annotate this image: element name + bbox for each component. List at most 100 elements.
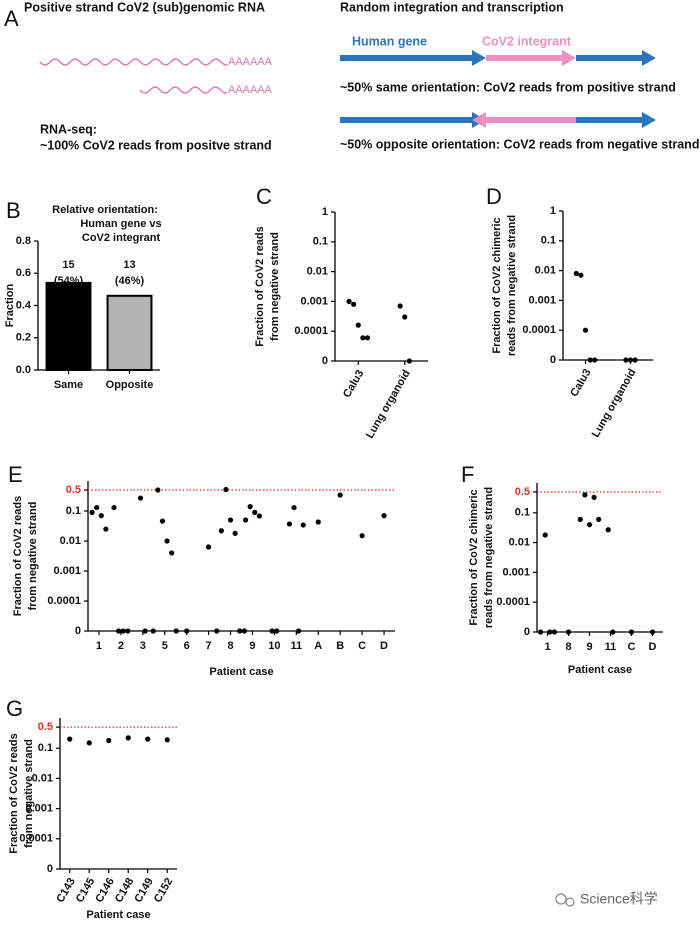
- data-point: [592, 357, 598, 363]
- data-point: [218, 528, 224, 534]
- data-point: [587, 357, 593, 363]
- data-point: [142, 628, 148, 634]
- data-point: [627, 357, 634, 363]
- data-point: [241, 628, 247, 634]
- y-tick-label: 0.1: [541, 235, 556, 247]
- opposite-orientation-arrows: [340, 112, 656, 128]
- data-point: [296, 628, 302, 634]
- data-point: [381, 513, 387, 519]
- y-tick-label: 0.6: [16, 267, 31, 279]
- x-tick-label: Same: [54, 379, 83, 391]
- data-point: [184, 628, 190, 634]
- data-point: [355, 322, 361, 328]
- x-tick-label: 2: [118, 640, 124, 652]
- x-tick-label: D: [380, 640, 388, 652]
- data-point: [169, 550, 175, 556]
- y-tick-label: 0: [524, 626, 530, 638]
- data-point: [206, 544, 212, 550]
- data-point: [237, 628, 243, 634]
- data-point: [346, 298, 352, 304]
- data-point: [565, 629, 572, 635]
- data-point: [150, 628, 156, 634]
- x-axis-label: Patient case: [209, 666, 273, 678]
- data-point: [89, 509, 95, 515]
- data-point: [98, 513, 104, 519]
- y-tick-label: 0.001: [528, 294, 556, 306]
- panel-letter: A: [4, 6, 19, 31]
- y-tick-label: 0: [47, 863, 53, 875]
- data-point: [286, 521, 293, 527]
- y-tick-label: 0.01: [60, 535, 81, 547]
- data-point: [155, 487, 161, 493]
- same-orientation-text: ~50% same orientation: CoV2 reads from p…: [340, 80, 676, 94]
- x-tick-label: D: [649, 641, 657, 653]
- data-point: [111, 504, 117, 511]
- data-point: [359, 533, 365, 539]
- data-point: [86, 740, 92, 746]
- data-point: [94, 504, 100, 511]
- data-point: [103, 526, 109, 532]
- y-axis-label: from negative strand: [27, 502, 39, 611]
- opposite-orientation-text: ~50% opposite orientation: CoV2 reads fr…: [340, 137, 699, 151]
- panel-letter: G: [6, 696, 23, 721]
- data-point: [538, 629, 544, 635]
- x-tick-label: 10: [268, 640, 280, 652]
- data-point: [351, 301, 357, 307]
- data-point: [628, 629, 635, 635]
- data-point: [173, 628, 179, 634]
- y-axis-label: from negative strand: [23, 739, 35, 848]
- data-point: [632, 357, 638, 363]
- y-tick-label: 0: [322, 355, 328, 367]
- data-point: [232, 530, 238, 536]
- y-axis-label: Fraction of CoV2 reads: [8, 733, 20, 853]
- panel-letter: F: [461, 462, 474, 487]
- y-tick-label: 0.2: [16, 332, 31, 344]
- y-tick-label: 0.001: [502, 566, 530, 578]
- panel-letter: B: [6, 198, 21, 223]
- data-point: [397, 303, 403, 309]
- y-axis-label: Fraction of CoV2 chimeric: [468, 489, 480, 625]
- data-point: [577, 516, 583, 523]
- polya-tail: AAAAAA: [228, 84, 273, 96]
- data-point: [596, 516, 602, 523]
- y-tick-label: 0: [75, 625, 81, 637]
- y-tick-label: 1: [322, 206, 328, 218]
- data-point: [360, 335, 366, 341]
- data-point: [402, 314, 408, 320]
- data-point: [214, 628, 220, 634]
- subtitle: Relative orientation:: [52, 204, 158, 216]
- panel-bar: B 0.0 0.2 0.4 0.6 0.8 Fraction Relative orienta…: [4, 198, 162, 391]
- x-tick-label: 11: [291, 640, 303, 652]
- data-point: [337, 492, 343, 498]
- watermark-icon: [555, 893, 575, 907]
- x-tick-label: Opposite: [106, 379, 154, 391]
- x-tick-label: A: [314, 640, 322, 652]
- y-tick-label: 0.1: [66, 505, 81, 517]
- data-point: [159, 518, 166, 524]
- y-tick-label: 0.5: [515, 486, 530, 498]
- data-point: [227, 517, 234, 523]
- data-point: [582, 327, 589, 333]
- x-tick-label: 3: [140, 640, 146, 652]
- y-tick-label: 0.8: [16, 235, 31, 247]
- y-axis-label: Fraction: [4, 284, 16, 328]
- y-tick-label: 0.01: [535, 265, 556, 277]
- data-point: [247, 504, 253, 510]
- y-tick-label: 0.001: [25, 803, 53, 815]
- data-point: [623, 357, 629, 363]
- panel-strip: F 0 0.0001 0.001 0.01 0.1 0.5 Fraction of CoV2 …: [461, 462, 663, 676]
- bar-label: (46%): [115, 275, 145, 287]
- panel-letter: E: [8, 462, 23, 487]
- y-tick-label: 0.001: [53, 565, 81, 577]
- y-axis-label: reads from negative strand: [506, 215, 518, 356]
- bar: [45, 281, 92, 371]
- data-point: [242, 517, 249, 523]
- data-point: [120, 628, 126, 634]
- data-point: [547, 629, 553, 635]
- x-tick-label: 8: [227, 640, 233, 652]
- x-tick-label: C: [628, 641, 636, 653]
- x-tick-label: 1: [544, 641, 550, 653]
- y-tick-label: 0: [550, 354, 556, 366]
- subtitle: Human gene vs: [80, 218, 161, 230]
